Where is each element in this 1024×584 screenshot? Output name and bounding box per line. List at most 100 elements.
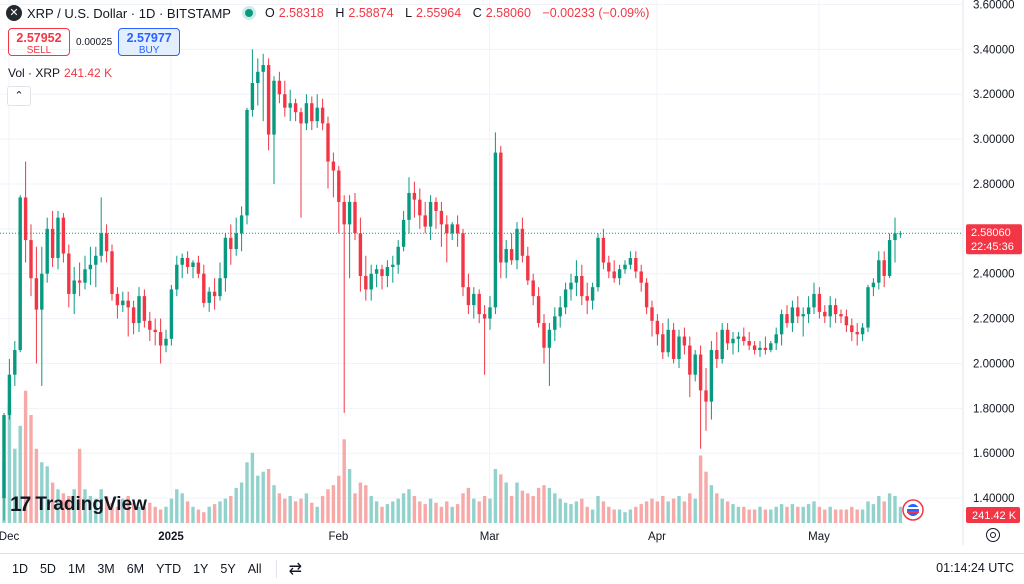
candle-body: [709, 350, 714, 402]
candle-body: [563, 289, 568, 308]
volume-bar: [596, 496, 600, 523]
volume-bar: [709, 485, 714, 523]
flag-marker-icon[interactable]: [902, 499, 924, 521]
volume-bar: [353, 493, 357, 523]
candle-body: [450, 224, 454, 234]
volume-bar: [720, 498, 724, 523]
compare-icon[interactable]: ⇄: [288, 561, 302, 578]
candle-body: [790, 307, 795, 324]
range-5y-button[interactable]: 5Y: [220, 562, 236, 576]
volume-bar: [839, 509, 843, 523]
buy-button[interactable]: 2.57977 BUY: [118, 28, 181, 56]
candle-body: [7, 374, 12, 416]
candle-body: [380, 269, 384, 276]
bottom-toolbar: 1D 5D 1M 3M 6M YTD 1Y 5Y All ⇄ 01:14:24 …: [0, 553, 1024, 584]
candlesticks: [2, 49, 903, 521]
candle-body: [315, 107, 319, 122]
candle-body: [526, 255, 530, 281]
volume-bar: [266, 469, 271, 523]
volume-bar: [23, 390, 28, 523]
volume-bar: [763, 509, 768, 523]
volume-bar: [747, 509, 751, 523]
candle-body: [806, 307, 811, 315]
price-chart[interactable]: 3.600003.400003.200003.000002.800002.600…: [0, 0, 1024, 553]
volume-bar: [650, 498, 654, 523]
volume-bar: [331, 485, 336, 523]
volume-bar: [515, 482, 519, 523]
range-1d-button[interactable]: 1D: [12, 562, 28, 576]
collapse-legend-button[interactable]: ⌃: [7, 86, 31, 106]
x-tick-label: 2025: [158, 531, 184, 543]
utc-clock[interactable]: 01:14:24 UTC: [936, 561, 1014, 575]
range-3m-button[interactable]: 3M: [97, 562, 115, 576]
y-tick-label: 2.40000: [973, 269, 1015, 281]
candle-body: [358, 233, 363, 276]
candle-body: [88, 264, 93, 270]
volume-bar: [887, 493, 892, 523]
volume-bar: [245, 462, 249, 523]
volume-bar: [472, 498, 476, 523]
sell-button[interactable]: 2.57952 SELL: [8, 28, 70, 56]
volume-bar: [310, 502, 314, 523]
volume-bar: [812, 501, 816, 523]
candle-body: [844, 316, 849, 326]
candle-body: [2, 415, 6, 499]
volume-bar: [13, 448, 17, 523]
candle-body: [83, 269, 87, 283]
volume-bar: [563, 502, 568, 523]
volume-bar: [499, 474, 503, 523]
volume-bar: [293, 501, 298, 523]
volume-bar: [218, 501, 222, 523]
settings-gear-icon[interactable]: [986, 528, 1000, 542]
range-ytd-button[interactable]: YTD: [156, 562, 182, 576]
range-6m-button[interactable]: 6M: [126, 562, 145, 576]
volume-bar: [196, 509, 201, 523]
candle-body: [736, 336, 741, 339]
tradingview-mark-icon: 17: [10, 493, 31, 516]
volume-bar: [337, 475, 341, 523]
candle-body: [515, 228, 519, 261]
candle-body: [153, 329, 157, 333]
volume-bar: [326, 489, 330, 523]
volume-bar: [823, 509, 827, 523]
symbol-title[interactable]: XRP / U.S. Dollar · 1D · BITSTAMP: [27, 5, 231, 21]
y-tick-label: 1.60000: [973, 448, 1015, 460]
volume-bar: [61, 493, 66, 523]
volume-bar: [655, 501, 660, 523]
range-1y-button[interactable]: 1Y: [193, 562, 209, 576]
candle-body: [385, 266, 390, 276]
range-5d-button[interactable]: 5D: [39, 562, 56, 576]
candle-body: [126, 300, 130, 308]
volume-legend[interactable]: Vol · XRP 241.42 K: [8, 66, 112, 80]
volume-bar: [574, 501, 579, 523]
volume-bar: [250, 452, 255, 523]
candle-body: [547, 329, 552, 348]
volume-bar: [725, 501, 730, 523]
volume-bar: [607, 506, 611, 523]
volume-bar: [779, 504, 784, 523]
x-tick-label: Dec: [0, 531, 19, 543]
range-all-button[interactable]: All: [247, 562, 262, 576]
candle-body: [536, 296, 541, 324]
candle-body: [148, 320, 152, 330]
candle-body: [725, 329, 730, 344]
buy-label: BUY: [138, 45, 160, 56]
candle-body: [115, 293, 120, 306]
volume-bar: [223, 498, 228, 523]
bar-countdown: 22:45:36: [971, 241, 1014, 253]
volume-bar: [304, 493, 309, 523]
range-1m-button[interactable]: 1M: [67, 562, 86, 576]
volume-bar: [391, 501, 395, 523]
candle-body: [158, 332, 163, 346]
time-axis[interactable]: Dec 2025 Feb Mar Apr May: [0, 531, 830, 543]
volume-bar: [590, 509, 595, 523]
candle-body: [288, 103, 292, 108]
trade-panel: 2.57952 SELL 0.00025 2.57977 BUY: [8, 28, 181, 56]
volume-bar: [661, 496, 665, 523]
volume-bar: [283, 498, 287, 523]
volume-bar: [742, 506, 746, 523]
volume-bar: [401, 493, 406, 523]
volume-bar: [121, 498, 125, 523]
candle-body: [839, 314, 843, 317]
candle-body: [650, 307, 654, 321]
